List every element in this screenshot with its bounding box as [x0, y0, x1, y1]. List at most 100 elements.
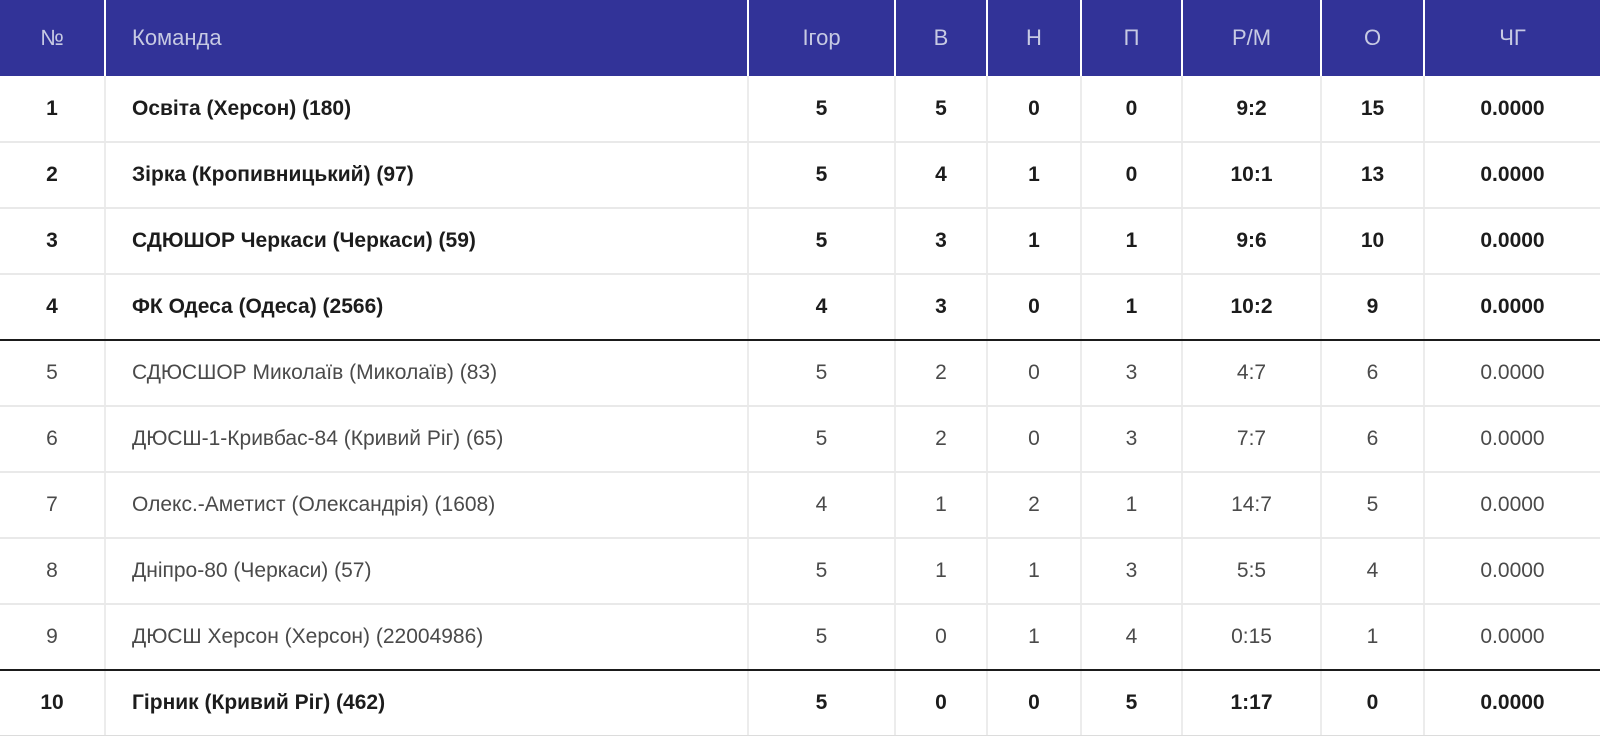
team-cell: Дніпро-80 (Черкаси) (57) — [105, 538, 749, 605]
table-row: 3 СДЮШОР Черкаси (Черкаси) (59) 5 3 1 1 … — [0, 208, 1600, 275]
team-cell: СДЮШОР Черкаси (Черкаси) (59) — [105, 208, 749, 275]
rank-cell: 1 — [0, 76, 106, 143]
points-cell: 5 — [1321, 472, 1425, 539]
games-cell: 5 — [748, 208, 896, 275]
wins-cell: 1 — [895, 538, 988, 605]
table-row: 4 ФК Одеса (Одеса) (2566) 4 3 0 1 10:2 9… — [0, 274, 1600, 341]
header-losses: П — [1081, 0, 1183, 76]
points-cell: 4 — [1321, 538, 1425, 605]
rank-cell: 10 — [0, 670, 106, 736]
chg-cell: 0.0000 — [1424, 76, 1600, 143]
chg-cell: 0.0000 — [1424, 406, 1600, 473]
draws-cell: 1 — [987, 604, 1082, 671]
goals-cell: 5:5 — [1182, 538, 1322, 605]
games-cell: 5 — [748, 670, 896, 736]
points-cell: 0 — [1321, 670, 1425, 736]
header-goals: Р/М — [1182, 0, 1322, 76]
rank-cell: 9 — [0, 604, 106, 671]
games-cell: 4 — [748, 472, 896, 539]
table-row: 6 ДЮСШ-1-Кривбас-84 (Кривий Ріг) (65) 5 … — [0, 406, 1600, 473]
games-cell: 5 — [748, 604, 896, 671]
goals-cell: 0:15 — [1182, 604, 1322, 671]
header-team: Команда — [105, 0, 749, 76]
rank-cell: 7 — [0, 472, 106, 539]
team-cell: Освіта (Херсон) (180) — [105, 76, 749, 143]
draws-cell: 0 — [987, 76, 1082, 143]
goals-cell: 7:7 — [1182, 406, 1322, 473]
points-cell: 13 — [1321, 142, 1425, 209]
draws-cell: 0 — [987, 670, 1082, 736]
chg-cell: 0.0000 — [1424, 142, 1600, 209]
goals-cell: 9:2 — [1182, 76, 1322, 143]
rank-cell: 2 — [0, 142, 106, 209]
header-wins: В — [895, 0, 988, 76]
goals-cell: 10:1 — [1182, 142, 1322, 209]
wins-cell: 5 — [895, 76, 988, 143]
goals-cell: 1:17 — [1182, 670, 1322, 736]
games-cell: 5 — [748, 406, 896, 473]
losses-cell: 1 — [1081, 274, 1183, 341]
losses-cell: 3 — [1081, 406, 1183, 473]
points-cell: 10 — [1321, 208, 1425, 275]
wins-cell: 2 — [895, 340, 988, 407]
draws-cell: 1 — [987, 208, 1082, 275]
wins-cell: 4 — [895, 142, 988, 209]
header-draws: Н — [987, 0, 1082, 76]
draws-cell: 1 — [987, 142, 1082, 209]
rank-cell: 6 — [0, 406, 106, 473]
points-cell: 15 — [1321, 76, 1425, 143]
team-cell: СДЮСШОР Миколаїв (Миколаїв) (83) — [105, 340, 749, 407]
rank-cell: 4 — [0, 274, 106, 341]
losses-cell: 3 — [1081, 538, 1183, 605]
chg-cell: 0.0000 — [1424, 208, 1600, 275]
points-cell: 9 — [1321, 274, 1425, 341]
header-rank: № — [0, 0, 106, 76]
table-row: 8 Дніпро-80 (Черкаси) (57) 5 1 1 3 5:5 4… — [0, 538, 1600, 605]
wins-cell: 3 — [895, 208, 988, 275]
chg-cell: 0.0000 — [1424, 274, 1600, 341]
team-cell: Зірка (Кропивницький) (97) — [105, 142, 749, 209]
table-row: 5 СДЮСШОР Миколаїв (Миколаїв) (83) 5 2 0… — [0, 340, 1600, 407]
games-cell: 5 — [748, 76, 896, 143]
losses-cell: 1 — [1081, 208, 1183, 275]
team-cell: ДЮСШ Херсон (Херсон) (22004986) — [105, 604, 749, 671]
points-cell: 1 — [1321, 604, 1425, 671]
team-cell: Гірник (Кривий Ріг) (462) — [105, 670, 749, 736]
team-cell: Олекс.-Аметист (Олександрія) (1608) — [105, 472, 749, 539]
losses-cell: 0 — [1081, 76, 1183, 143]
wins-cell: 3 — [895, 274, 988, 341]
losses-cell: 1 — [1081, 472, 1183, 539]
goals-cell: 4:7 — [1182, 340, 1322, 407]
games-cell: 5 — [748, 142, 896, 209]
points-cell: 6 — [1321, 406, 1425, 473]
rank-cell: 3 — [0, 208, 106, 275]
chg-cell: 0.0000 — [1424, 340, 1600, 407]
header-chg: ЧГ — [1424, 0, 1600, 76]
losses-cell: 0 — [1081, 142, 1183, 209]
goals-cell: 9:6 — [1182, 208, 1322, 275]
goals-cell: 10:2 — [1182, 274, 1322, 341]
chg-cell: 0.0000 — [1424, 670, 1600, 736]
wins-cell: 0 — [895, 604, 988, 671]
table-row: 10 Гірник (Кривий Ріг) (462) 5 0 0 5 1:1… — [0, 670, 1600, 736]
games-cell: 4 — [748, 274, 896, 341]
wins-cell: 1 — [895, 472, 988, 539]
chg-cell: 0.0000 — [1424, 604, 1600, 671]
games-cell: 5 — [748, 538, 896, 605]
chg-cell: 0.0000 — [1424, 538, 1600, 605]
losses-cell: 4 — [1081, 604, 1183, 671]
draws-cell: 0 — [987, 406, 1082, 473]
chg-cell: 0.0000 — [1424, 472, 1600, 539]
team-cell: ФК Одеса (Одеса) (2566) — [105, 274, 749, 341]
table-row: 1 Освіта (Херсон) (180) 5 5 0 0 9:2 15 0… — [0, 76, 1600, 143]
points-cell: 6 — [1321, 340, 1425, 407]
wins-cell: 2 — [895, 406, 988, 473]
rank-cell: 8 — [0, 538, 106, 605]
table-row: 2 Зірка (Кропивницький) (97) 5 4 1 0 10:… — [0, 142, 1600, 209]
table-row: 7 Олекс.-Аметист (Олександрія) (1608) 4 … — [0, 472, 1600, 539]
losses-cell: 5 — [1081, 670, 1183, 736]
rank-cell: 5 — [0, 340, 106, 407]
wins-cell: 0 — [895, 670, 988, 736]
draws-cell: 1 — [987, 538, 1082, 605]
